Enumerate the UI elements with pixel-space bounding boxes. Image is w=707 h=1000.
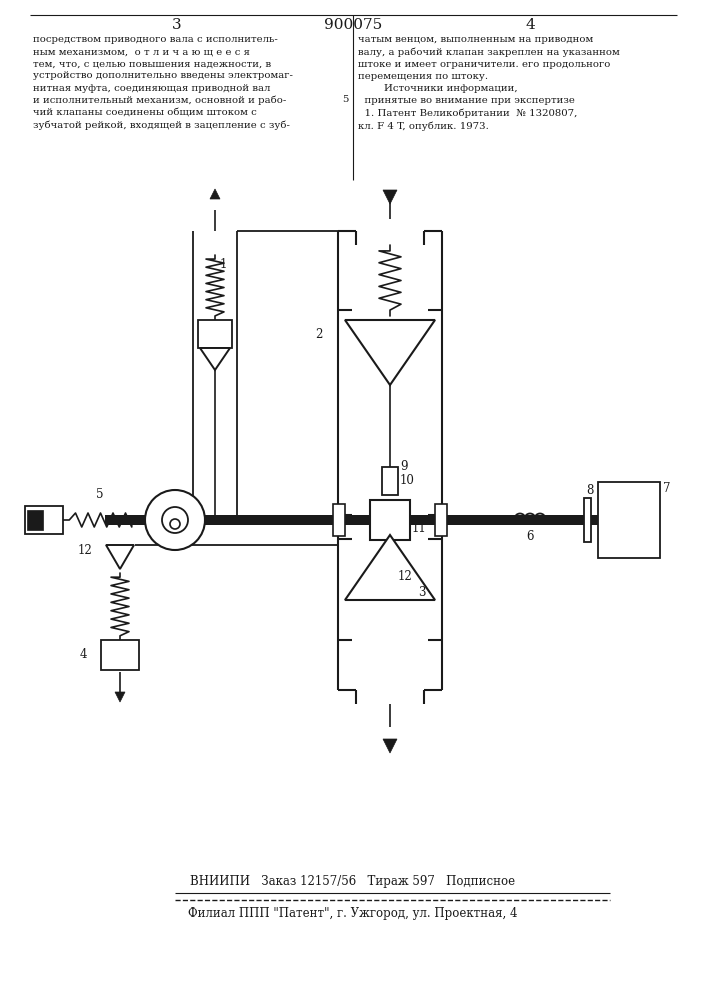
Text: 11: 11 — [412, 522, 427, 534]
Polygon shape — [345, 535, 435, 600]
Text: чатым венцом, выполненным на приводном
валу, а рабочий клапан закреплен на указа: чатым венцом, выполненным на приводном в… — [358, 35, 620, 131]
Text: 10: 10 — [400, 475, 415, 488]
Text: 3: 3 — [418, 585, 426, 598]
Polygon shape — [115, 692, 125, 702]
Text: 5: 5 — [96, 488, 104, 500]
Polygon shape — [383, 190, 397, 204]
Circle shape — [145, 490, 205, 550]
Polygon shape — [200, 348, 230, 370]
Bar — [25, 506, 63, 534]
Text: 900075: 900075 — [324, 18, 382, 32]
Text: 4: 4 — [80, 648, 88, 662]
Text: 7: 7 — [663, 482, 670, 494]
Bar — [105, 515, 635, 525]
Bar — [27, 510, 43, 530]
Polygon shape — [345, 320, 435, 385]
Text: 12: 12 — [78, 544, 93, 556]
Text: 5: 5 — [341, 96, 348, 104]
Text: 9: 9 — [400, 460, 407, 474]
Text: 2: 2 — [315, 328, 322, 342]
Text: 6: 6 — [526, 530, 534, 542]
Polygon shape — [106, 545, 134, 569]
Bar — [435, 504, 447, 536]
Text: ВНИИПИ   Заказ 12157/56   Тираж 597   Подписное: ВНИИПИ Заказ 12157/56 Тираж 597 Подписно… — [190, 874, 515, 888]
Circle shape — [170, 519, 180, 529]
Text: Филиал ППП "Патент", г. Ужгород, ул. Проектная, 4: Филиал ППП "Патент", г. Ужгород, ул. Про… — [188, 906, 518, 920]
Text: 1: 1 — [220, 258, 228, 271]
Text: 4: 4 — [525, 18, 535, 32]
Text: 3: 3 — [173, 18, 182, 32]
Bar — [584, 498, 591, 542]
Circle shape — [162, 507, 188, 533]
Bar — [198, 320, 232, 348]
Text: посредством приводного вала с исполнитель-
ным механизмом,  о т л и ч а ю щ е е : посредством приводного вала с исполнител… — [33, 35, 293, 130]
Polygon shape — [383, 739, 397, 753]
Bar — [101, 640, 139, 670]
Polygon shape — [169, 517, 181, 531]
Bar — [382, 467, 398, 495]
Bar — [370, 500, 410, 540]
Polygon shape — [210, 189, 220, 199]
Text: 12: 12 — [398, 570, 413, 582]
Bar — [598, 482, 660, 558]
Bar — [333, 504, 345, 536]
Text: 8: 8 — [586, 484, 593, 496]
